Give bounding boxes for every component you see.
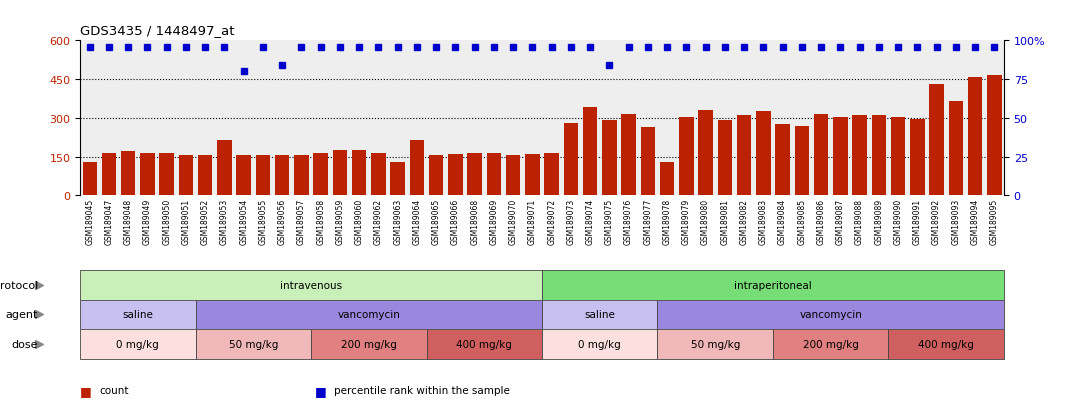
Text: vancomycin: vancomycin xyxy=(799,310,862,320)
Bar xyxy=(910,120,925,196)
Text: 400 mg/kg: 400 mg/kg xyxy=(456,339,513,349)
Bar xyxy=(641,128,655,196)
Bar xyxy=(891,117,906,196)
Bar xyxy=(121,152,136,196)
Bar xyxy=(333,151,347,196)
Bar xyxy=(718,121,732,196)
Text: intravenous: intravenous xyxy=(280,280,342,290)
Text: 50 mg/kg: 50 mg/kg xyxy=(691,339,740,349)
Bar xyxy=(198,156,213,196)
Bar xyxy=(101,153,116,196)
Bar xyxy=(294,155,309,196)
Bar xyxy=(352,151,366,196)
Bar xyxy=(737,116,751,196)
Bar xyxy=(506,156,520,196)
Bar xyxy=(658,330,773,359)
Text: 50 mg/kg: 50 mg/kg xyxy=(229,339,278,349)
Bar xyxy=(314,153,328,196)
Bar xyxy=(660,162,674,196)
Bar xyxy=(487,153,501,196)
Bar xyxy=(814,115,829,196)
Text: protocol: protocol xyxy=(0,280,37,290)
Bar xyxy=(564,123,578,196)
Text: GDS3435 / 1448497_at: GDS3435 / 1448497_at xyxy=(80,24,235,37)
Bar xyxy=(658,300,1004,330)
Bar xyxy=(602,121,616,196)
Bar xyxy=(622,115,635,196)
Bar xyxy=(929,85,944,196)
Bar xyxy=(889,330,1004,359)
Bar xyxy=(80,330,195,359)
Text: 200 mg/kg: 200 mg/kg xyxy=(341,339,396,349)
Text: agent: agent xyxy=(5,310,37,320)
Bar xyxy=(583,108,597,196)
Bar xyxy=(255,156,270,196)
Bar xyxy=(426,330,541,359)
Bar xyxy=(679,117,693,196)
Bar xyxy=(541,330,658,359)
Bar xyxy=(140,153,155,196)
Bar xyxy=(311,330,426,359)
Bar xyxy=(968,77,983,196)
Text: 0 mg/kg: 0 mg/kg xyxy=(579,339,622,349)
Bar xyxy=(217,140,232,196)
Bar xyxy=(372,153,386,196)
Bar xyxy=(773,330,889,359)
Text: count: count xyxy=(99,385,129,395)
Bar xyxy=(525,155,539,196)
Bar xyxy=(871,116,886,196)
Bar xyxy=(82,162,97,196)
Bar xyxy=(195,300,541,330)
Bar xyxy=(178,156,193,196)
Bar xyxy=(756,112,770,196)
Bar xyxy=(987,76,1002,196)
Text: vancomycin: vancomycin xyxy=(337,310,400,320)
Bar xyxy=(795,126,810,196)
Text: intraperitoneal: intraperitoneal xyxy=(734,280,812,290)
Bar xyxy=(852,116,867,196)
Text: saline: saline xyxy=(123,310,154,320)
Bar xyxy=(468,153,482,196)
Bar xyxy=(391,162,405,196)
Bar xyxy=(429,156,443,196)
Bar xyxy=(274,156,289,196)
Bar xyxy=(545,153,559,196)
Bar xyxy=(948,102,963,196)
Bar xyxy=(541,270,1004,300)
Text: 400 mg/kg: 400 mg/kg xyxy=(918,339,974,349)
Text: saline: saline xyxy=(584,310,615,320)
Text: 200 mg/kg: 200 mg/kg xyxy=(803,339,859,349)
Bar xyxy=(80,270,541,300)
Bar xyxy=(449,154,462,196)
Bar xyxy=(159,153,174,196)
Bar xyxy=(410,140,424,196)
Text: 0 mg/kg: 0 mg/kg xyxy=(116,339,159,349)
Bar xyxy=(541,300,658,330)
Text: ■: ■ xyxy=(315,384,327,397)
Text: percentile rank within the sample: percentile rank within the sample xyxy=(334,385,511,395)
Text: ■: ■ xyxy=(80,384,92,397)
Bar xyxy=(236,156,251,196)
Bar xyxy=(698,111,712,196)
Bar xyxy=(80,300,195,330)
Bar xyxy=(195,330,311,359)
Bar xyxy=(833,117,848,196)
Bar xyxy=(775,125,790,196)
Text: dose: dose xyxy=(12,339,37,349)
